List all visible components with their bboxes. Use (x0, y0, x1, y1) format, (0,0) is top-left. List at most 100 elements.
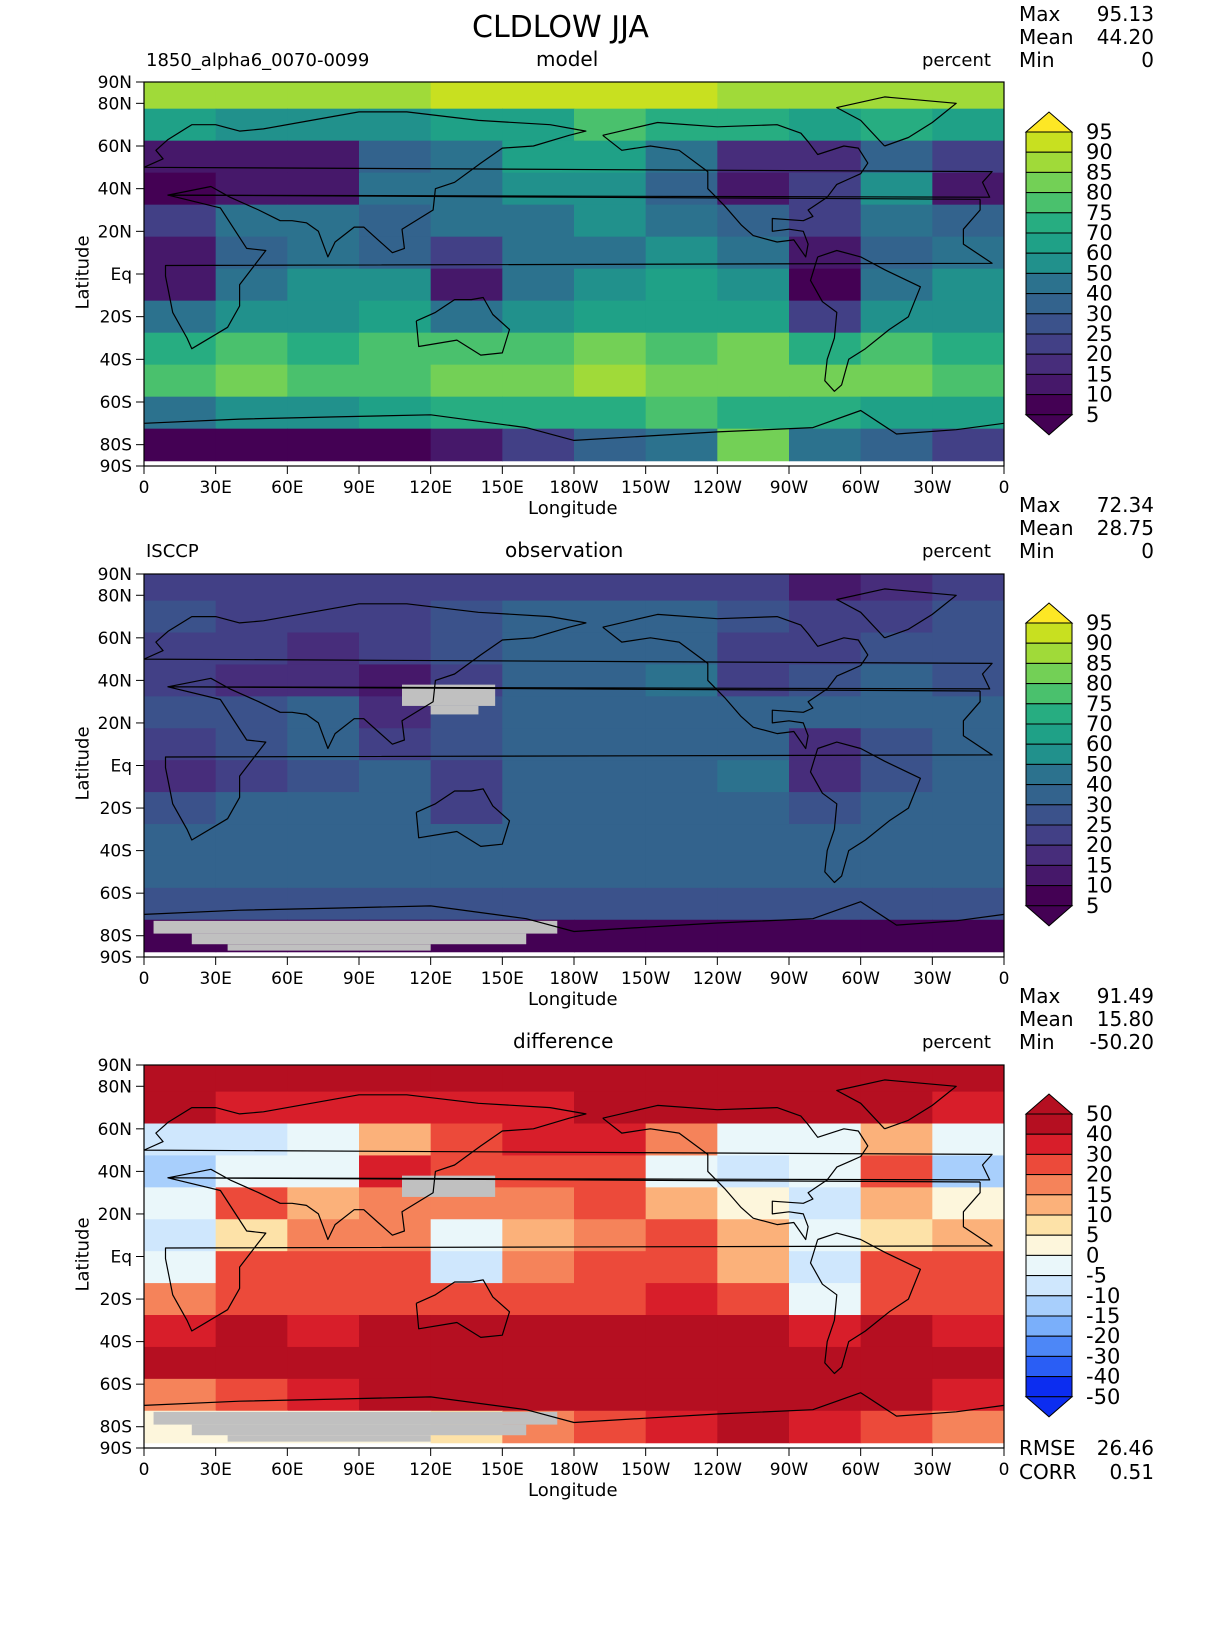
heatmap-cell (860, 1251, 933, 1284)
heatmap-cell (645, 760, 718, 793)
heatmap-cell (502, 428, 575, 462)
panel2-center-label: observation (505, 538, 624, 562)
heatmap-cell (502, 664, 575, 697)
heatmap-cell (502, 887, 575, 921)
panel3-min-label: Min (1019, 1030, 1055, 1054)
heatmap-cell (144, 1219, 217, 1252)
heatmap-cell (789, 792, 862, 825)
colorbar-swatch (1025, 1133, 1073, 1155)
heatmap-cell (144, 300, 217, 334)
heatmap-cell (574, 632, 647, 666)
y-tick-label: 90S (100, 457, 132, 477)
colorbar-label: -50 (1086, 1385, 1120, 1409)
heatmap-cell (144, 728, 217, 761)
panel3-center-label: difference (513, 1029, 614, 1053)
heatmap-cell (430, 1123, 503, 1157)
heatmap-cell (502, 1346, 575, 1380)
heatmap-cell (860, 140, 933, 174)
x-tick-label: 0 (999, 1460, 1010, 1480)
heatmap-cell (645, 1315, 718, 1348)
heatmap-cell (717, 919, 790, 953)
heatmap-cell (359, 1219, 432, 1252)
panel2-units-label: percent (922, 541, 991, 562)
x-tick-label: 30W (913, 1460, 952, 1480)
heatmap-cell (430, 364, 503, 398)
heatmap-cell (215, 1065, 288, 1093)
heatmap-cell (215, 728, 288, 761)
heatmap-cell (215, 428, 288, 462)
coastline (144, 901, 1004, 933)
heatmap-cell (144, 760, 217, 793)
heatmap-cell (932, 792, 1004, 825)
heatmap-cell (574, 140, 647, 174)
heatmap-cell (502, 1065, 575, 1093)
heatmap-cell (717, 1346, 790, 1380)
heatmap-cell (502, 696, 575, 729)
heatmap-cell (574, 1123, 647, 1157)
heatmap-cell (717, 1283, 790, 1316)
heatmap-cell (860, 1123, 933, 1157)
x-tick-label: 0 (999, 478, 1010, 498)
colorbar-label: 5 (1086, 1223, 1099, 1247)
heatmap-cell (860, 364, 933, 398)
heatmap-cell (359, 268, 432, 302)
colorbar-label: -5 (1086, 1264, 1107, 1288)
heatmap-cell (430, 1378, 503, 1412)
heatmap-cell (574, 1091, 647, 1125)
heatmap-cell (287, 364, 360, 398)
colorbar-label: 75 (1086, 692, 1113, 716)
panel2-observation-map (143, 573, 1005, 958)
heatmap-cell (430, 268, 503, 302)
colorbar-label: 20 (1086, 342, 1113, 366)
heatmap-cell (717, 1065, 790, 1093)
heatmap-cell (932, 1346, 1004, 1380)
colorbar-swatch (1025, 1254, 1073, 1277)
heatmap-cell (215, 600, 288, 634)
heatmap-cell (430, 1315, 503, 1348)
panel1-center-label: model (536, 47, 599, 71)
colorbar-label: -10 (1086, 1284, 1120, 1308)
colorbar-swatch (1025, 1315, 1073, 1337)
colorbar-label: 10 (1086, 383, 1113, 407)
y-tick-label: 80S (100, 436, 132, 456)
heatmap-cell (502, 1315, 575, 1348)
y-tick-label: 90N (98, 565, 132, 585)
colorbar-swatch (1025, 1355, 1073, 1378)
colorbar-label: 60 (1086, 732, 1113, 756)
heatmap-cell (574, 1251, 647, 1284)
heatmap-cell (502, 364, 575, 398)
y-tick-label: 60N (98, 1120, 132, 1140)
heatmap-cell (717, 855, 790, 889)
colorbar-label: 40 (1086, 773, 1113, 797)
heatmap-cell (932, 1187, 1004, 1220)
heatmap-cell (502, 1187, 575, 1220)
heatmap-cell (287, 664, 360, 697)
heatmap-cell (789, 1315, 862, 1348)
heatmap-cell (287, 172, 360, 206)
colorbar-swatch (1025, 1295, 1073, 1317)
y-tick-label: 90S (100, 948, 132, 968)
heatmap-cell (359, 82, 432, 110)
heatmap-cell (717, 300, 790, 334)
y-tick-label: 80N (98, 94, 132, 114)
heatmap-cell (430, 428, 503, 462)
heatmap-cell (215, 1346, 288, 1380)
panel3-max-label: Max (1019, 984, 1061, 1008)
panel3-difference-map (143, 1064, 1005, 1449)
coastline (415, 788, 511, 847)
y-tick-label: 90N (98, 1056, 132, 1076)
missing-data-block (227, 944, 431, 951)
heatmap-cell (860, 855, 933, 889)
heatmap-cell (144, 332, 217, 366)
colorbar-label: -30 (1086, 1344, 1120, 1368)
heatmap-cell (359, 204, 432, 238)
coastline (144, 1392, 1004, 1424)
heatmap-cell (502, 792, 575, 825)
panel2-mean-value: 28.75 (1096, 516, 1154, 540)
heatmap-cell (717, 792, 790, 825)
heatmap-cell (430, 204, 503, 238)
x-tick-label: 60E (271, 478, 303, 498)
x-tick-label: 150E (481, 478, 524, 498)
heatmap-cell (502, 824, 575, 857)
